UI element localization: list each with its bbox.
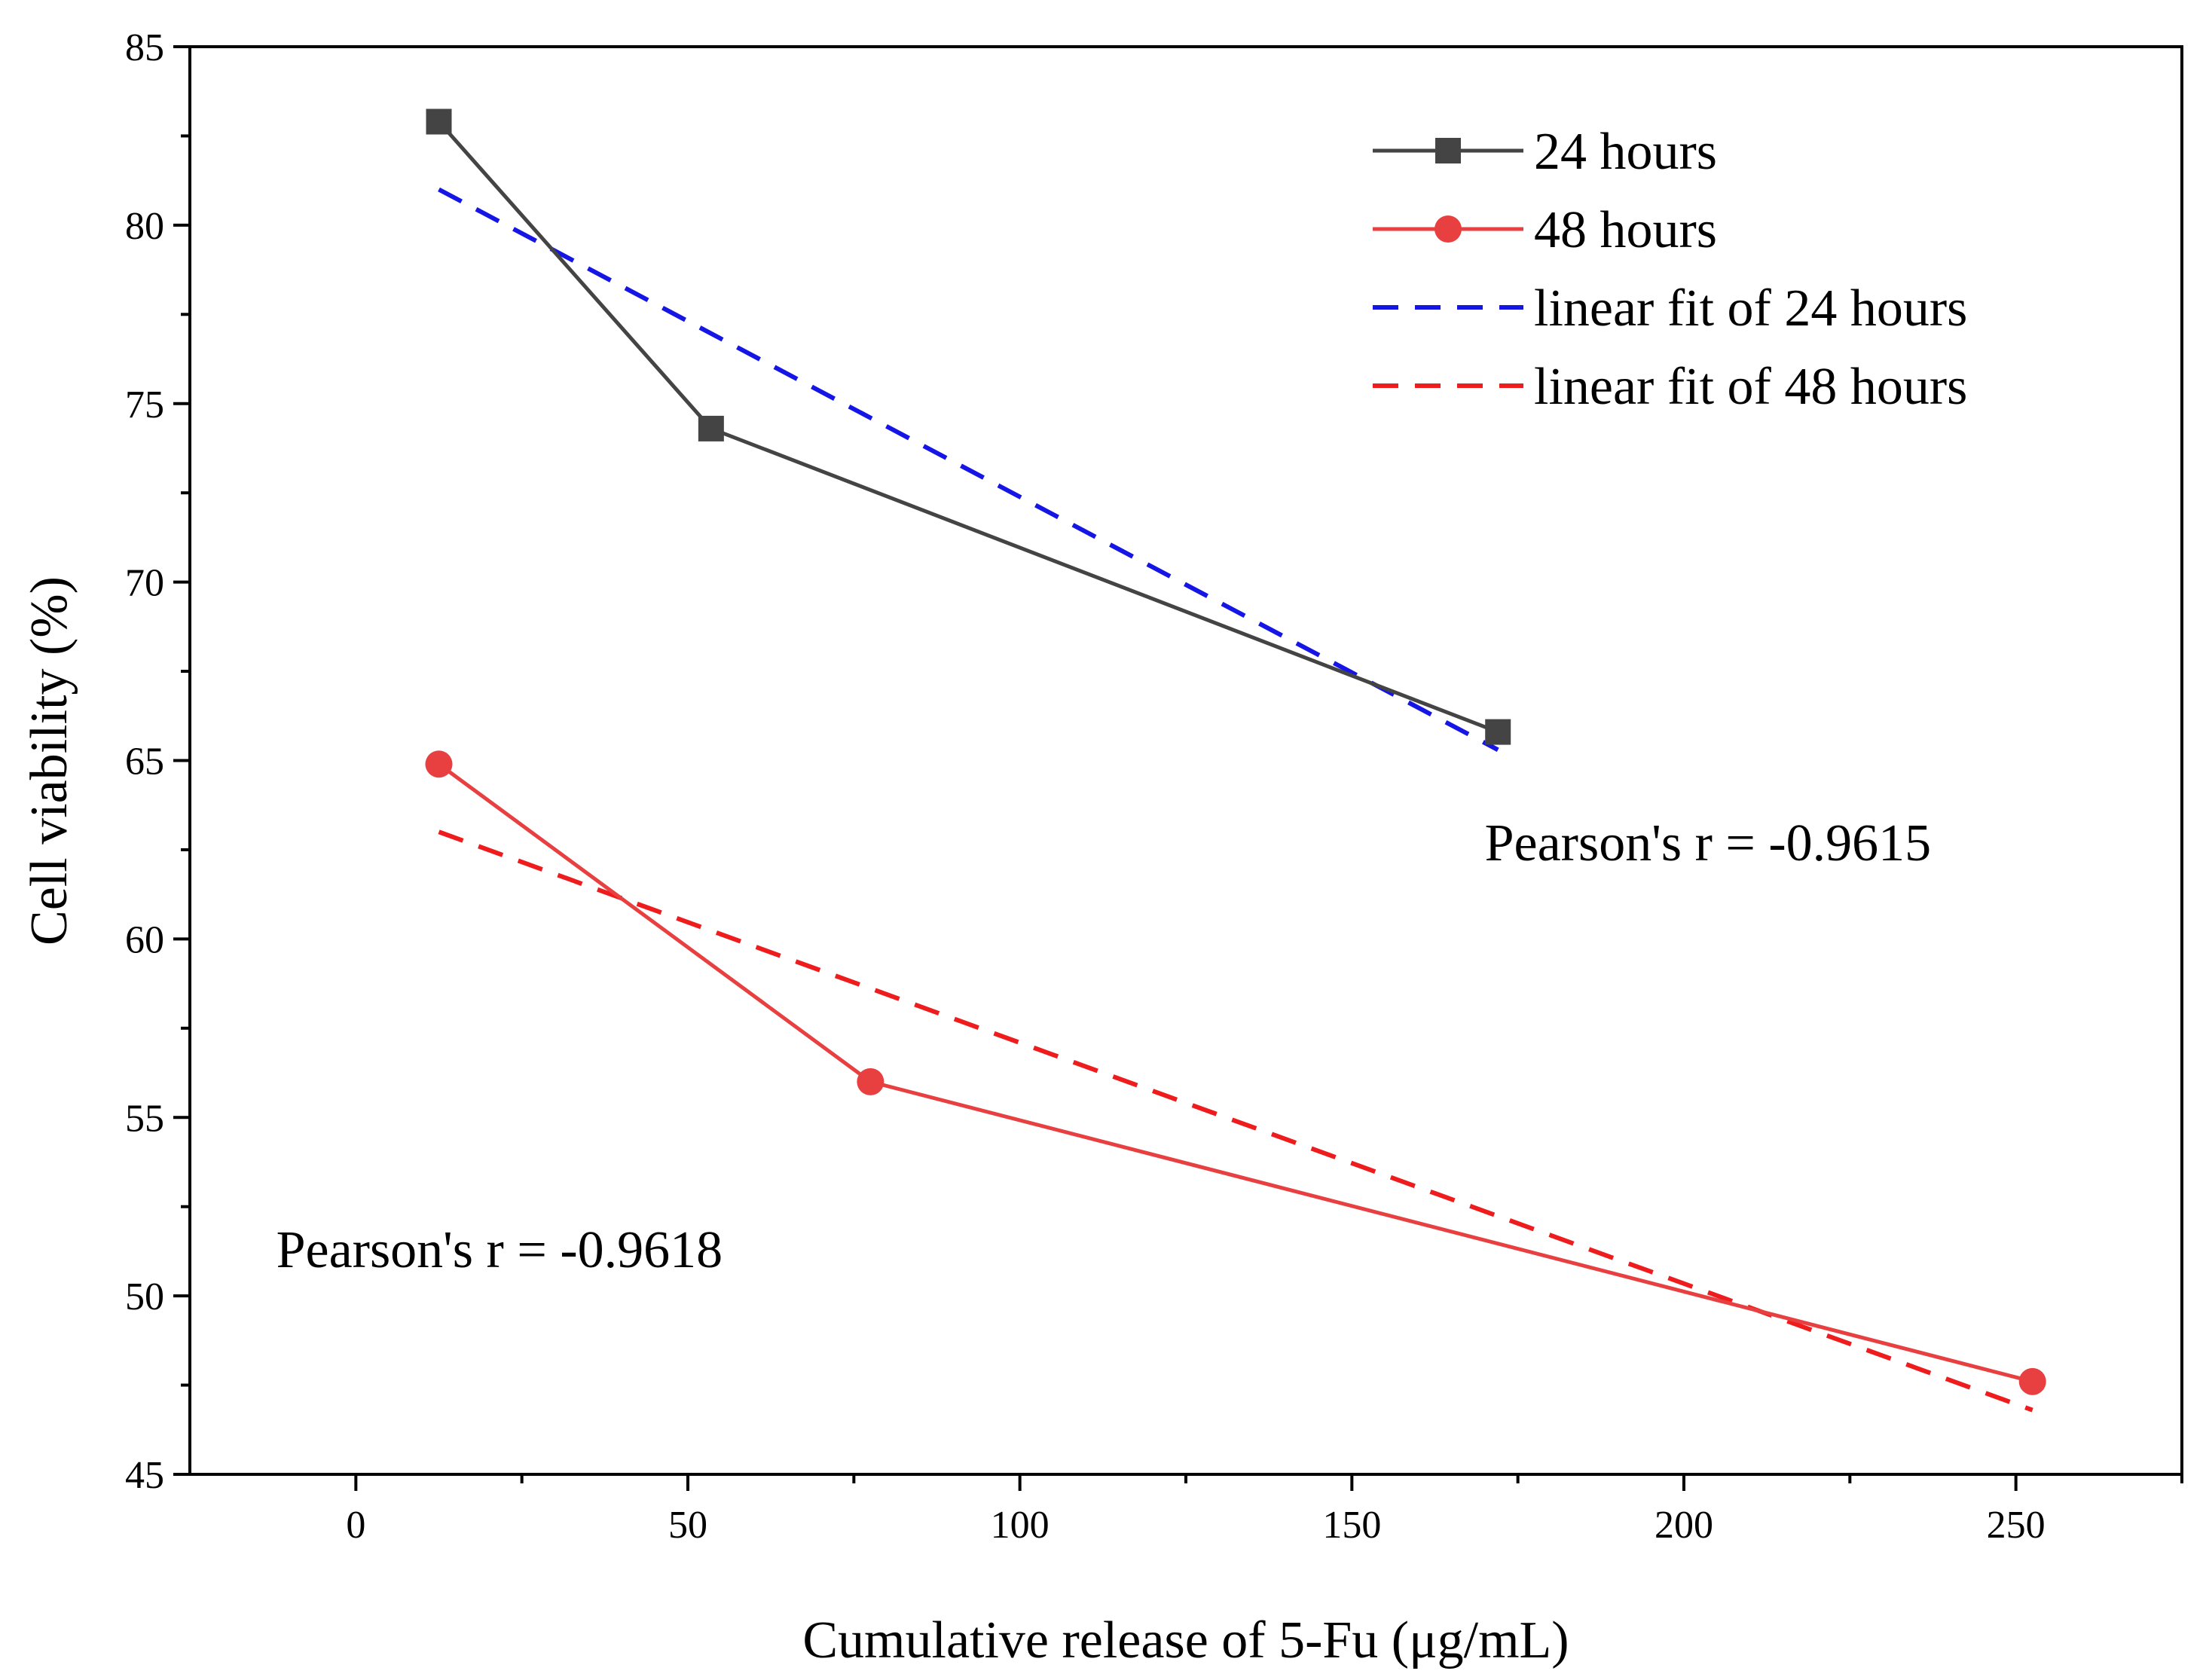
legend: 24 hours 48 hours linear fit of 24 hours li… (1373, 123, 1967, 416)
legend-label-linear-fit-of-48-hours: linear fit of 48 hours (1534, 358, 1967, 416)
y-axis-title: Cell viability (%) (20, 576, 78, 945)
y-tick-label-80: 80 (125, 205, 164, 248)
annotation-layer: Pearson's r = -0.9615 Pearson's r = -0.96… (277, 814, 1932, 1279)
x-tick-label-250: 250 (1987, 1504, 2046, 1547)
y-tick-label-85: 85 (125, 26, 164, 69)
x-tick-label-50: 50 (668, 1504, 707, 1547)
y-tick-label-65: 65 (125, 741, 164, 783)
y-tick-label-60: 60 (125, 918, 164, 961)
point-24-hours-1 (698, 415, 724, 441)
x-axis-ticks: 0 50 100 150 200 250 (346, 1474, 2183, 1547)
legend-label-24-hours: 24 hours (1534, 123, 1717, 181)
x-tick-label-0: 0 (346, 1504, 365, 1547)
x-axis-title: Cumulative release of 5-Fu (μg/mL) (802, 1611, 1569, 1669)
point-24-hours-0 (426, 108, 452, 135)
x-tick-label-100: 100 (991, 1504, 1050, 1547)
legend-marker-24-hours (1435, 138, 1461, 163)
y-tick-label-50: 50 (125, 1275, 164, 1318)
y-tick-label-70: 70 (125, 562, 164, 605)
series-linear-fit-of-48-hours (438, 829, 2033, 1413)
legend-label-linear-fit-of-24-hours: linear fit of 24 hours (1534, 279, 1967, 338)
y-tick-label-75: 75 (125, 383, 164, 426)
x-tick-label-200: 200 (1654, 1504, 1713, 1547)
pearson-annotation-0: Pearson's r = -0.9615 (1485, 814, 1932, 872)
point-48-hours-1 (857, 1068, 885, 1095)
point-48-hours-0 (425, 750, 453, 778)
series-layer (425, 108, 2046, 1413)
legend-marker-48-hours (1435, 215, 1462, 243)
y-axis-ticks: 45 50 55 60 65 70 75 80 85 (125, 26, 190, 1497)
point-24-hours-2 (1485, 719, 1511, 745)
point-48-hours-2 (2018, 1367, 2046, 1395)
series-24-hours (437, 120, 1499, 734)
y-tick-label-55: 55 (125, 1097, 164, 1140)
series-linear-fit-of-24-hours (438, 187, 1499, 752)
pearson-annotation-1: Pearson's r = -0.9618 (277, 1221, 723, 1279)
y-tick-label-45: 45 (125, 1454, 164, 1497)
x-tick-label-150: 150 (1322, 1504, 1381, 1547)
legend-label-48-hours: 48 hours (1534, 201, 1717, 259)
